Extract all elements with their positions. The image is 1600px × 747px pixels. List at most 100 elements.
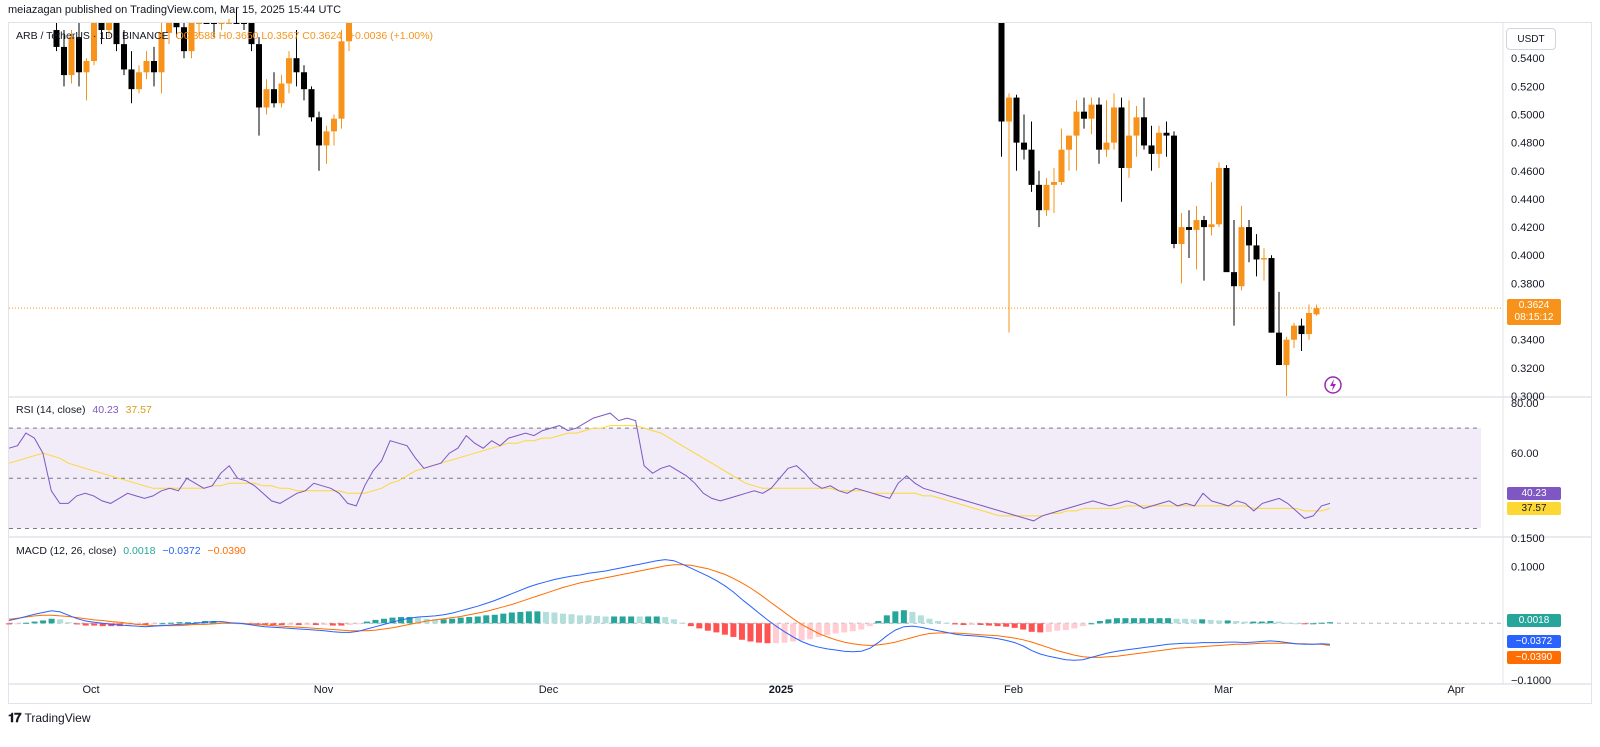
candle bbox=[1066, 135, 1072, 171]
candle bbox=[338, 30, 345, 129]
rsi-value: 40.23 bbox=[92, 404, 119, 416]
macd-histogram-bar bbox=[287, 623, 294, 625]
candle bbox=[151, 46, 157, 87]
candle bbox=[113, 23, 120, 52]
macd-histogram-bar bbox=[1156, 618, 1163, 624]
macd-title[interactable]: MACD (12, 26, close) bbox=[16, 545, 117, 557]
candle bbox=[263, 79, 270, 115]
candle-body bbox=[278, 83, 285, 104]
candle-body bbox=[1081, 111, 1087, 119]
candle-body bbox=[1238, 227, 1245, 287]
macd-histogram-bar bbox=[773, 623, 780, 644]
macd-histogram-bar bbox=[568, 614, 575, 624]
macd-histogram-bar bbox=[449, 618, 456, 624]
candle-body bbox=[338, 41, 345, 119]
candle-body bbox=[1126, 135, 1132, 168]
candle bbox=[323, 125, 330, 164]
macd-histogram-bar bbox=[1148, 618, 1155, 624]
macd-histogram-bar bbox=[1301, 623, 1308, 625]
candle-body bbox=[136, 72, 142, 90]
candle-body bbox=[1306, 312, 1312, 335]
candle-body bbox=[53, 30, 60, 47]
flash-icon[interactable] bbox=[1324, 376, 1342, 394]
footer-brand[interactable]: 𝟏𝟕 TradingView bbox=[8, 710, 91, 726]
macd-histogram-bar bbox=[372, 619, 379, 624]
macd-histogram-bar bbox=[943, 622, 950, 624]
candle-body bbox=[98, 23, 105, 31]
price-tick-label: 0.4800 bbox=[1511, 138, 1545, 150]
candle-body bbox=[241, 23, 247, 24]
macd-histogram-bar bbox=[1165, 618, 1172, 624]
candle bbox=[1043, 177, 1050, 216]
candle bbox=[1261, 248, 1267, 281]
candle bbox=[1298, 318, 1305, 351]
macd-histogram-bar bbox=[1037, 623, 1044, 633]
macd-histogram-bar bbox=[679, 622, 686, 624]
candle bbox=[301, 65, 307, 101]
price-tick-label: 0.4600 bbox=[1511, 166, 1545, 178]
macd-histogram-bar bbox=[159, 623, 166, 625]
macd-histogram-bar bbox=[82, 623, 89, 626]
candle-body bbox=[301, 72, 307, 90]
macd-histogram-bar bbox=[65, 622, 72, 624]
macd-histogram-bar bbox=[1113, 618, 1120, 624]
candle-body bbox=[211, 23, 217, 24]
price-tick-label: 0.5000 bbox=[1511, 109, 1545, 121]
macd-histogram-bar bbox=[994, 623, 1001, 627]
candle-body bbox=[1111, 107, 1117, 143]
candle-body bbox=[1141, 117, 1147, 146]
macd-histogram-bar bbox=[1292, 623, 1299, 625]
macd-histogram-bar bbox=[389, 617, 396, 624]
candle-body bbox=[1291, 325, 1297, 340]
rsi-title[interactable]: RSI (14, close) bbox=[16, 404, 86, 416]
candle-body bbox=[181, 27, 187, 52]
candle bbox=[1216, 162, 1222, 228]
candle-body bbox=[233, 23, 240, 24]
candle-body bbox=[1148, 145, 1155, 154]
candle bbox=[106, 23, 112, 38]
publisher-line: meiazagan published on TradingView.com, … bbox=[8, 4, 342, 16]
time-tick-label: Mar bbox=[1214, 684, 1233, 696]
macd-histogram-bar bbox=[1139, 618, 1146, 624]
macd-histogram-bar bbox=[184, 622, 191, 624]
macd-tick-label: −0.1000 bbox=[1511, 675, 1551, 687]
macd-histogram-bar bbox=[483, 615, 490, 624]
symbol-label[interactable]: ARB / TetherUS · 1D · BINANCE bbox=[16, 30, 169, 42]
candle-body bbox=[173, 23, 180, 28]
signal-tag: −0.0390 bbox=[1507, 651, 1561, 664]
price-candles bbox=[53, 8, 1320, 396]
candle bbox=[233, 8, 240, 24]
candle bbox=[1133, 106, 1140, 157]
macd-histogram-bar bbox=[696, 623, 703, 629]
candle bbox=[1276, 291, 1282, 366]
candle-body bbox=[1193, 220, 1200, 230]
candle bbox=[203, 23, 210, 24]
pane-separators bbox=[9, 23, 1591, 685]
macd-histogram-bar bbox=[1020, 623, 1027, 630]
macd-histogram-bar bbox=[1105, 619, 1112, 624]
time-tick-label: Apr bbox=[1447, 684, 1464, 696]
candle bbox=[1223, 165, 1230, 273]
candle bbox=[1246, 220, 1252, 263]
macd-histogram-bar bbox=[74, 623, 81, 625]
currency-unit-button[interactable]: USDT bbox=[1506, 28, 1556, 50]
macd-histogram-bar bbox=[346, 623, 353, 625]
rsi-ma-tag: 37.57 bbox=[1507, 502, 1561, 515]
macd-histogram-bar bbox=[636, 616, 643, 624]
macd-histogram-bar bbox=[926, 618, 933, 624]
candle bbox=[1073, 100, 1080, 171]
macd-histogram-bar bbox=[815, 623, 822, 637]
macd-histogram-bar bbox=[952, 623, 959, 625]
candle bbox=[1171, 131, 1177, 249]
candle-body bbox=[1073, 111, 1080, 136]
macd-histogram-bar bbox=[304, 623, 311, 625]
candle bbox=[1268, 255, 1275, 333]
macd-histogram-bar bbox=[295, 623, 302, 625]
macd-histogram-bar bbox=[457, 617, 464, 624]
macd-histogram-bar bbox=[1190, 619, 1197, 624]
candle bbox=[211, 23, 217, 38]
candle-body bbox=[203, 23, 210, 24]
macd-histogram-bar bbox=[687, 623, 694, 627]
macd-histogram-bar bbox=[91, 623, 98, 626]
